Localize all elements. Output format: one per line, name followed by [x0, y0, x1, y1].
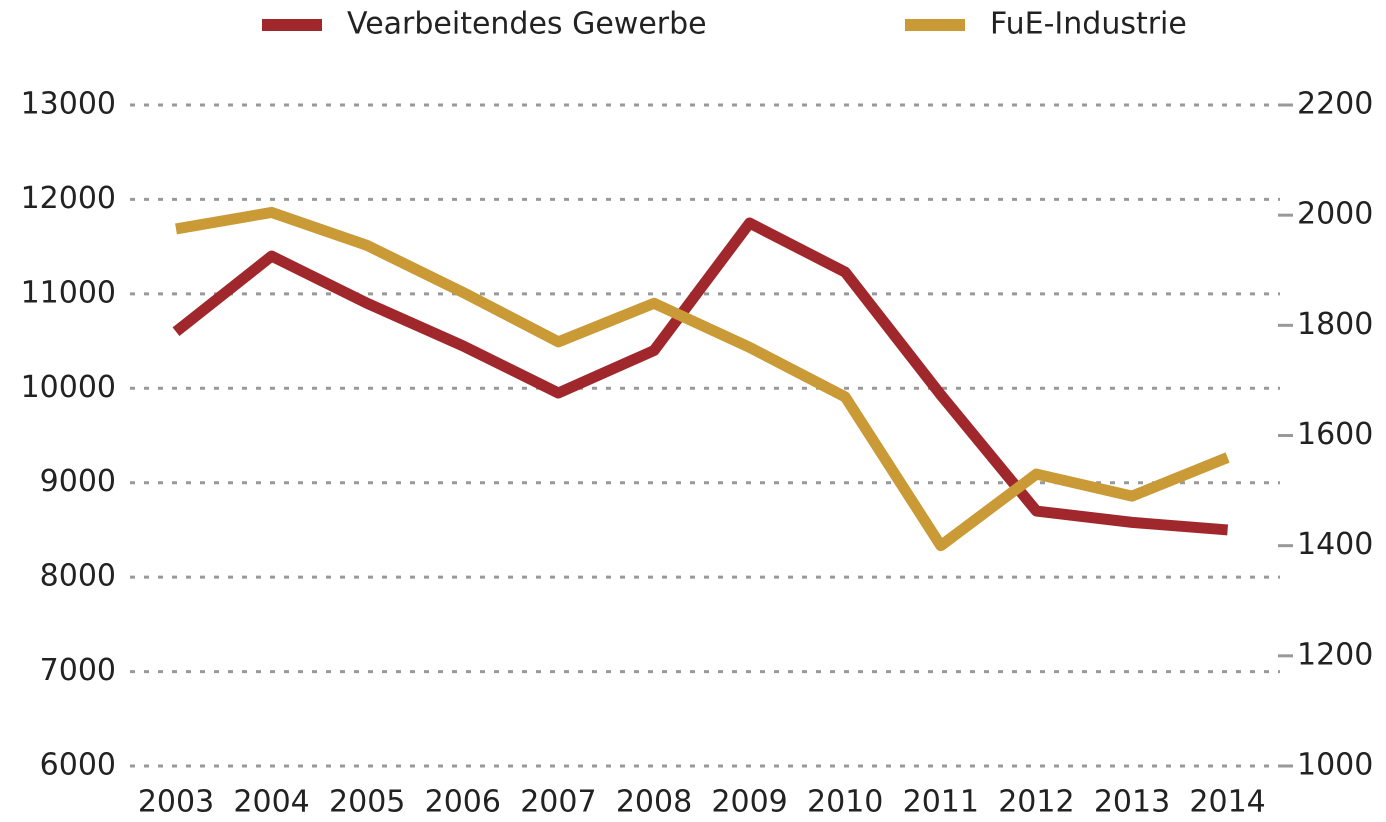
- x-tick-label: 2008: [616, 785, 692, 820]
- y2-tick-label: 2000: [1297, 197, 1373, 232]
- y-tick-label: 12000: [21, 181, 116, 216]
- legend-swatch: [905, 19, 965, 31]
- x-tick-label: 2007: [520, 785, 596, 820]
- series-line: [175, 206, 1230, 552]
- series-line: [172, 217, 1229, 536]
- x-tick-label: 2003: [138, 785, 214, 820]
- y2-tick-label: 1200: [1297, 637, 1373, 672]
- legend-label: FuE-Industrie: [990, 7, 1187, 42]
- y2-tick-label: 1400: [1297, 527, 1373, 562]
- y-tick-label: 10000: [21, 370, 116, 405]
- x-tick-label: 2009: [711, 785, 787, 820]
- x-tick-label: 2004: [233, 785, 309, 820]
- legend-swatch: [262, 19, 322, 31]
- x-tick-label: 2011: [903, 785, 979, 820]
- x-tick-label: 2006: [425, 785, 501, 820]
- y2-tick-label: 2200: [1297, 87, 1373, 122]
- y-tick-label: 9000: [40, 464, 116, 499]
- y-tick-label: 11000: [21, 275, 116, 310]
- y2-tick-label: 1800: [1297, 307, 1373, 342]
- x-tick-label: 2013: [1094, 785, 1170, 820]
- x-tick-label: 2005: [329, 785, 405, 820]
- y2-tick-label: 1000: [1297, 748, 1373, 783]
- y-tick-label: 8000: [40, 559, 116, 594]
- legend-label: Vearbeitendes Gewerbe: [347, 7, 707, 42]
- x-tick-label: 2014: [1189, 785, 1265, 820]
- y-tick-label: 13000: [21, 87, 116, 122]
- y2-tick-label: 1600: [1297, 417, 1373, 452]
- x-tick-label: 2010: [807, 785, 883, 820]
- y-tick-label: 6000: [40, 748, 116, 783]
- y-tick-label: 7000: [40, 653, 116, 688]
- x-tick-label: 2012: [998, 785, 1074, 820]
